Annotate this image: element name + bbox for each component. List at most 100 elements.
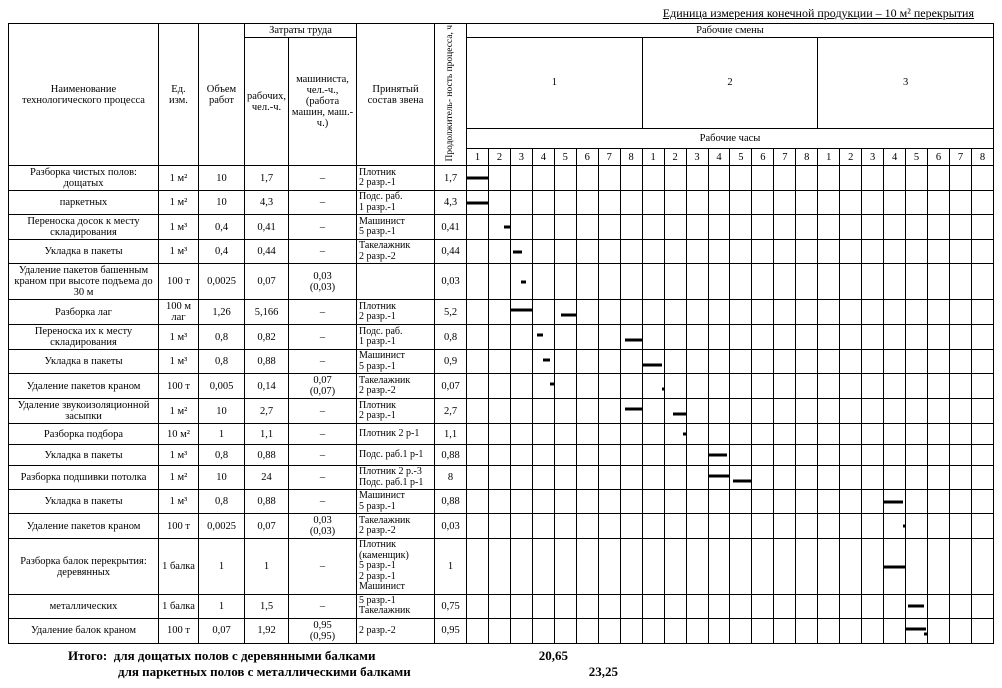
cell-name: Удаление пакетов краном — [9, 374, 159, 399]
hdr-hour: 7 — [949, 149, 971, 166]
gantt-cell — [818, 490, 840, 514]
gantt-cell — [598, 514, 620, 539]
gantt-cell — [664, 399, 686, 424]
table-body: Разборка чистых полов: дощатых1 м²101,7–… — [9, 166, 994, 644]
gantt-cell — [532, 350, 554, 374]
cell: – — [289, 399, 357, 424]
gantt-cell — [532, 240, 554, 264]
gantt-cell — [554, 514, 576, 539]
cell: 2,7 — [245, 399, 289, 424]
gantt-cell — [840, 300, 862, 325]
cell-crew: Плотник 2 р.-3 Подс. раб.1 р-1 — [357, 466, 435, 490]
gantt-cell — [532, 424, 554, 445]
gantt-cell — [928, 424, 950, 445]
cell: 100 т — [159, 374, 199, 399]
gantt-cell — [488, 166, 510, 191]
cell: 5,2 — [435, 300, 467, 325]
gantt-cell — [554, 300, 576, 325]
gantt-bar — [467, 177, 488, 180]
cell-crew: Плотник 2 разр.-1 — [357, 300, 435, 325]
gantt-cell — [664, 539, 686, 595]
gantt-cell — [774, 325, 796, 350]
gantt-cell — [818, 350, 840, 374]
hdr-crew: Принятый состав звена — [357, 24, 435, 166]
table-row: металлических1 балка11,5–5 разр.-1 Такел… — [9, 594, 994, 618]
gantt-cell — [840, 325, 862, 350]
gantt-cell — [796, 350, 818, 374]
gantt-cell — [576, 490, 598, 514]
gantt-cell — [686, 215, 708, 240]
gantt-cell — [928, 490, 950, 514]
gantt-cell — [510, 445, 532, 466]
gantt-cell — [467, 399, 489, 424]
gantt-cell — [774, 191, 796, 215]
gantt-cell — [818, 166, 840, 191]
gantt-cell — [884, 350, 906, 374]
gantt-cell — [532, 539, 554, 595]
gantt-cell — [554, 594, 576, 618]
gantt-cell — [576, 264, 598, 300]
gantt-cell — [818, 618, 840, 643]
gantt-cell — [796, 240, 818, 264]
hdr-hour: 7 — [774, 149, 796, 166]
gantt-cell — [620, 594, 642, 618]
gantt-cell — [884, 424, 906, 445]
gantt-cell — [467, 350, 489, 374]
gantt-cell — [686, 374, 708, 399]
hdr-hour: 5 — [730, 149, 752, 166]
gantt-cell — [884, 466, 906, 490]
gantt-cell — [576, 594, 598, 618]
cell: 1,92 — [245, 618, 289, 643]
gantt-cell — [488, 240, 510, 264]
gantt-cell — [906, 166, 928, 191]
cell: 1 м³ — [159, 325, 199, 350]
gantt-cell — [730, 445, 752, 466]
gantt-cell — [730, 618, 752, 643]
cell: 0,07 — [245, 264, 289, 300]
gantt-cell — [928, 514, 950, 539]
gantt-cell — [554, 264, 576, 300]
table-row: Удаление звукоизоляционной засыпки1 м²10… — [9, 399, 994, 424]
cell-name: металлических — [9, 594, 159, 618]
gantt-cell — [928, 466, 950, 490]
gantt-cell — [840, 618, 862, 643]
gantt-cell — [598, 240, 620, 264]
cell: – — [289, 539, 357, 595]
gantt-bar — [906, 627, 926, 630]
hdr-workers: рабочих, чел.-ч. — [245, 38, 289, 166]
gantt-cell — [510, 300, 532, 325]
gantt-cell — [554, 399, 576, 424]
gantt-cell — [620, 618, 642, 643]
gantt-cell — [532, 264, 554, 300]
gantt-cell — [862, 300, 884, 325]
hdr-hour: 1 — [642, 149, 664, 166]
gantt-cell — [467, 539, 489, 595]
gantt-cell — [576, 166, 598, 191]
gantt-cell — [576, 191, 598, 215]
gantt-cell — [818, 594, 840, 618]
table-row: Разборка подбора10 м²11,1–Плотник 2 р-11… — [9, 424, 994, 445]
cell-name: Укладка в пакеты — [9, 350, 159, 374]
cell: 1 балка — [159, 594, 199, 618]
cell: 0,44 — [435, 240, 467, 264]
cell: – — [289, 424, 357, 445]
gantt-cell — [576, 466, 598, 490]
cell: – — [289, 191, 357, 215]
cell: 0,14 — [245, 374, 289, 399]
gantt-cell — [510, 215, 532, 240]
gantt-cell — [752, 539, 774, 595]
cell: 0,07 (0,07) — [289, 374, 357, 399]
gantt-cell — [796, 466, 818, 490]
cell-crew — [357, 264, 435, 300]
gantt-cell — [774, 424, 796, 445]
cell: 1 м² — [159, 399, 199, 424]
table-row: Укладка в пакеты1 м³0,80,88–Машинист 5 р… — [9, 490, 994, 514]
gantt-cell — [730, 191, 752, 215]
gantt-cell — [488, 325, 510, 350]
gantt-cell — [664, 424, 686, 445]
gantt-cell — [510, 594, 532, 618]
gantt-cell — [620, 264, 642, 300]
totals-label: Итого: — [68, 648, 107, 663]
cell-name: паркетных — [9, 191, 159, 215]
gantt-cell — [686, 466, 708, 490]
